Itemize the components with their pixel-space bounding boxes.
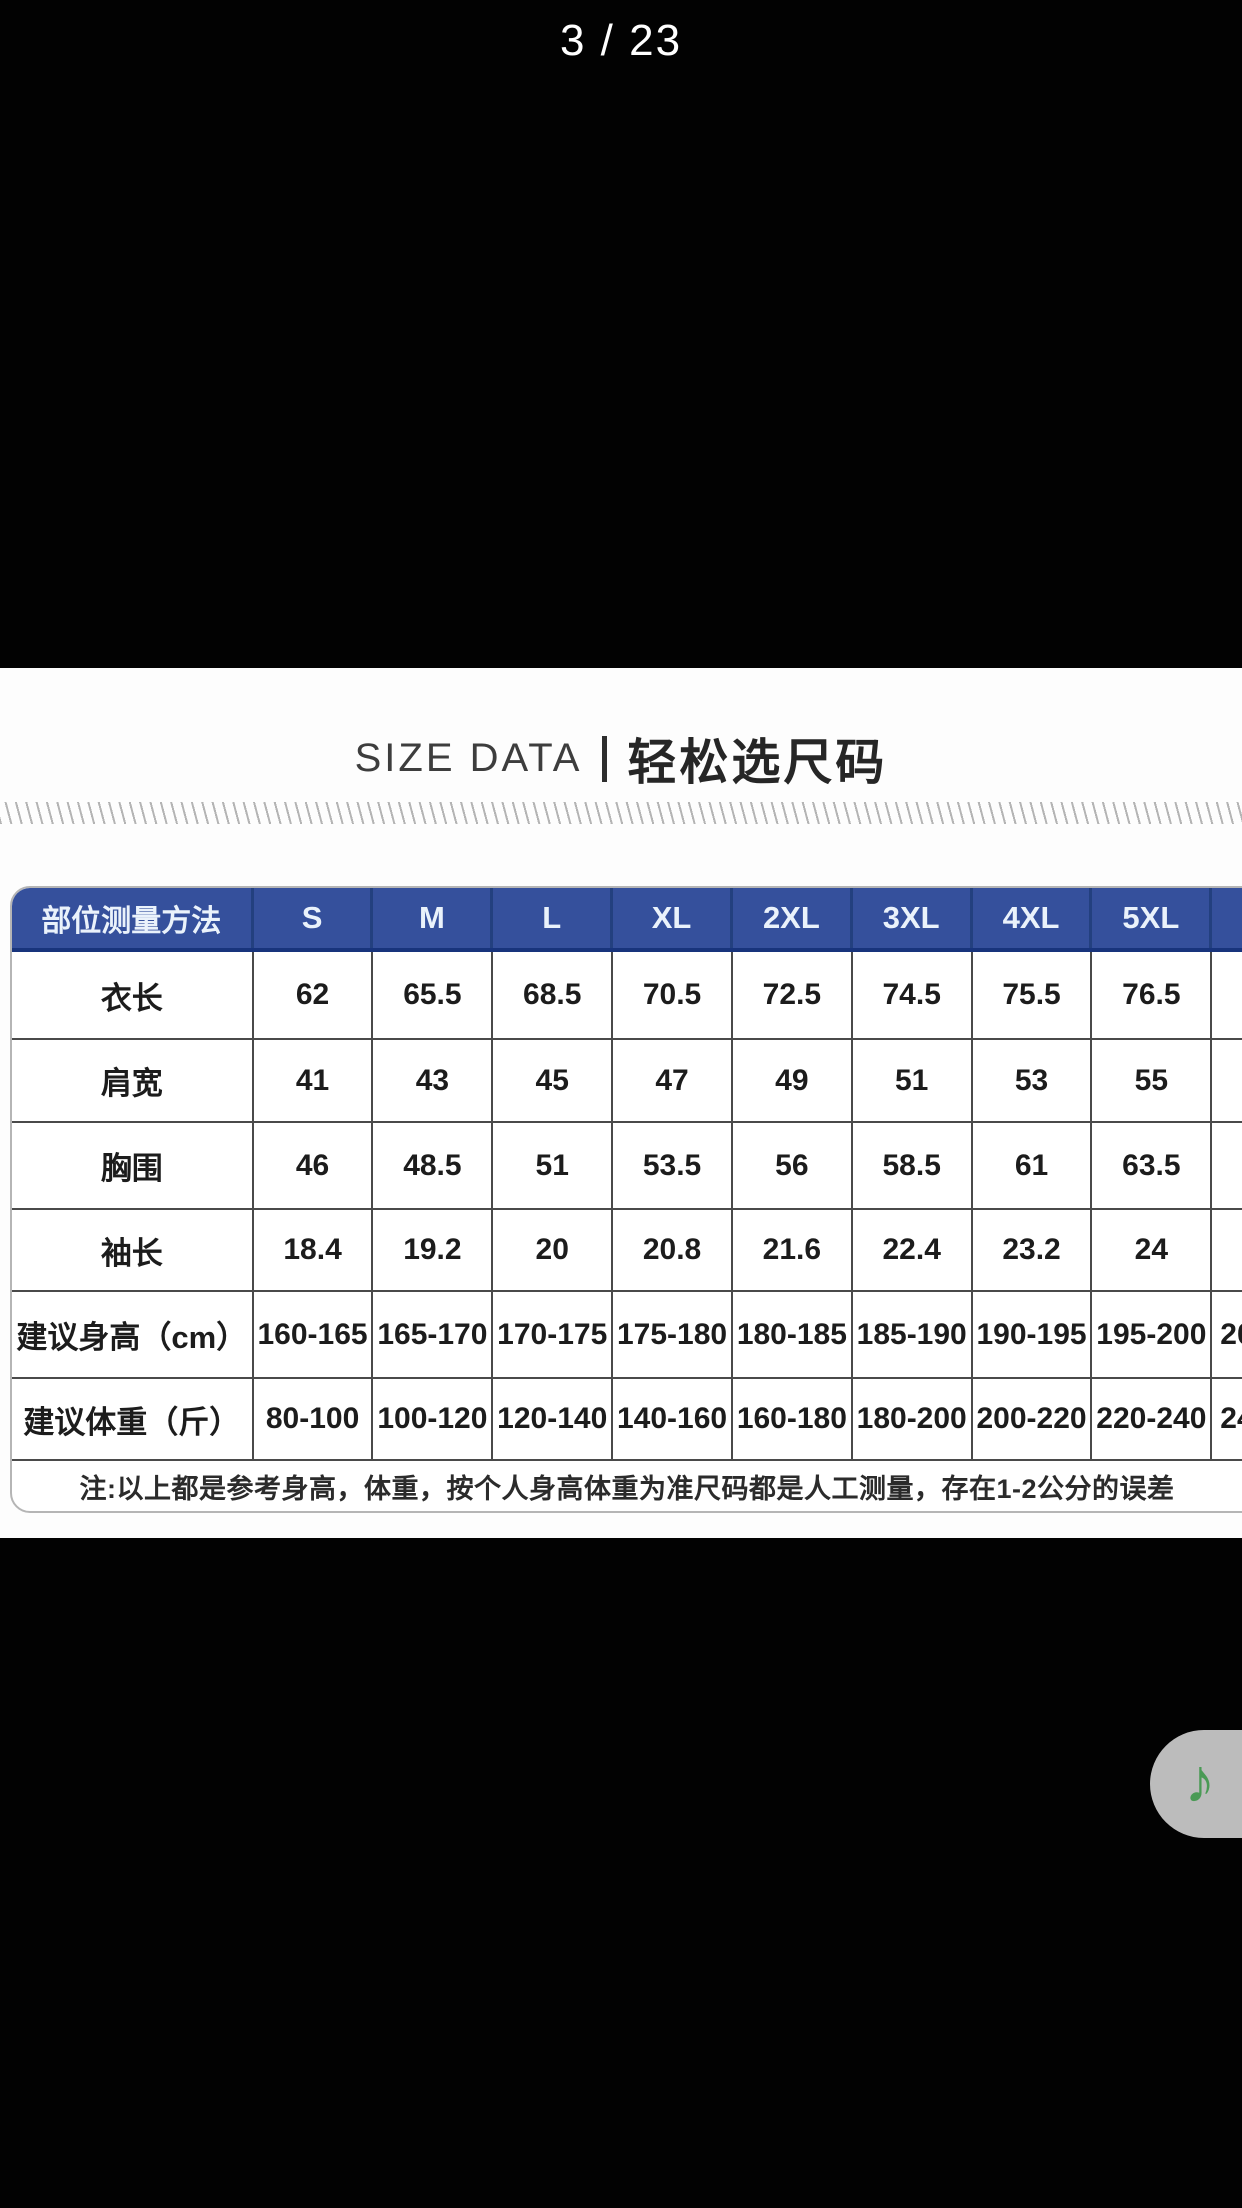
table-cell: 24 bbox=[1092, 1210, 1213, 1290]
table-row: 胸围 46 48.5 51 53.5 56 58.5 61 63.5 bbox=[12, 1123, 1242, 1210]
table-cell: 68.5 bbox=[493, 952, 614, 1038]
table-cell-cutoff bbox=[1212, 1040, 1242, 1121]
header-cell-size: S bbox=[254, 888, 374, 948]
table-note: 注:以上都是参考身高，体重，按个人身高体重为准尺码都是人工测量，存在1-2公分的… bbox=[79, 1473, 1175, 1504]
row-label: 肩宽 bbox=[12, 1040, 254, 1121]
row-label: 胸围 bbox=[12, 1123, 254, 1208]
row-label: 衣长 bbox=[12, 952, 254, 1038]
table-cell: 185-190 bbox=[853, 1292, 973, 1377]
table-row: 肩宽 41 43 45 47 49 51 53 55 bbox=[12, 1040, 1242, 1123]
table-row: 袖长 18.4 19.2 20 20.8 21.6 22.4 23.2 24 bbox=[12, 1210, 1242, 1292]
table-cell: 43 bbox=[373, 1040, 494, 1121]
table-cell: 20.8 bbox=[613, 1210, 733, 1290]
table-cell: 120-140 bbox=[493, 1379, 614, 1459]
header-cell-size: 3XL bbox=[853, 888, 973, 948]
table-row: 建议身高（cm） 160-165 165-170 170-175 175-180… bbox=[12, 1292, 1242, 1379]
table-cell-cutoff bbox=[1212, 952, 1242, 1038]
size-chart-table: 部位测量方法 S M L XL 2XL 3XL 4XL 5XL 衣长 62 65… bbox=[10, 886, 1242, 1513]
table-cell: 22.4 bbox=[853, 1210, 973, 1290]
section-title-en: SIZE DATA bbox=[354, 736, 583, 780]
table-cell: 74.5 bbox=[853, 952, 973, 1038]
table-cell: 76.5 bbox=[1092, 952, 1213, 1038]
table-cell: 80-100 bbox=[254, 1379, 374, 1459]
table-cell: 165-170 bbox=[373, 1292, 494, 1377]
row-label: 袖长 bbox=[12, 1210, 254, 1290]
table-cell: 75.5 bbox=[973, 952, 1093, 1038]
table-cell: 58.5 bbox=[853, 1123, 973, 1208]
music-note-icon: ♪ bbox=[1184, 1747, 1216, 1816]
header-cell-size: L bbox=[493, 888, 614, 948]
table-cell-cutoff bbox=[1212, 1210, 1242, 1290]
table-cell: 21.6 bbox=[733, 1210, 853, 1290]
table-cell: 19.2 bbox=[373, 1210, 494, 1290]
table-cell: 47 bbox=[613, 1040, 733, 1121]
table-cell: 140-160 bbox=[613, 1379, 733, 1459]
hatch-divider bbox=[0, 802, 1242, 824]
table-note-row: 注:以上都是参考身高，体重，按个人身高体重为准尺码都是人工测量，存在1-2公分的… bbox=[12, 1461, 1242, 1511]
table-cell: 170-175 bbox=[493, 1292, 614, 1377]
table-cell: 70.5 bbox=[613, 952, 733, 1038]
table-cell: 49 bbox=[733, 1040, 853, 1121]
section-title-zh: 轻松选尺码 bbox=[627, 736, 888, 790]
table-cell-cutoff: 20 bbox=[1220, 1317, 1242, 1351]
table-cell: 41 bbox=[254, 1040, 374, 1121]
table-cell: 175-180 bbox=[613, 1292, 733, 1377]
bottom-black-area bbox=[0, 1538, 1242, 2208]
header-cell-size: M bbox=[373, 888, 494, 948]
table-cell: 160-180 bbox=[733, 1379, 853, 1459]
header-cell-measure: 部位测量方法 bbox=[12, 888, 254, 948]
table-cell: 53.5 bbox=[613, 1123, 733, 1208]
table-cell-cutoff bbox=[1212, 1123, 1242, 1208]
row-label: 建议身高（cm） bbox=[12, 1292, 254, 1377]
header-cell-cutoff bbox=[1212, 888, 1242, 948]
header-cell-size: 4XL bbox=[973, 888, 1093, 948]
table-cell: 48.5 bbox=[373, 1123, 494, 1208]
section-title: SIZE DATA 轻松选尺码 bbox=[0, 723, 1242, 794]
table-cell: 190-195 bbox=[973, 1292, 1093, 1377]
size-info-panel: SIZE DATA 轻松选尺码 部位测量方法 S M L XL 2XL 3XL … bbox=[0, 668, 1242, 1538]
table-cell: 20 bbox=[493, 1210, 614, 1290]
header-cell-size: XL bbox=[613, 888, 733, 948]
table-cell: 195-200 bbox=[1092, 1292, 1213, 1377]
table-cell: 65.5 bbox=[373, 952, 494, 1038]
table-cell: 18.4 bbox=[254, 1210, 374, 1290]
table-cell: 61 bbox=[973, 1123, 1093, 1208]
table-cell: 51 bbox=[853, 1040, 973, 1121]
table-cell: 46 bbox=[254, 1123, 374, 1208]
table-cell-cutoff: 24 bbox=[1220, 1402, 1242, 1435]
table-cell: 45 bbox=[493, 1040, 614, 1121]
table-cell: 200-220 bbox=[973, 1379, 1093, 1459]
table-cell: 63.5 bbox=[1092, 1123, 1213, 1208]
table-cell: 180-200 bbox=[853, 1379, 973, 1459]
table-header-row: 部位测量方法 S M L XL 2XL 3XL 4XL 5XL bbox=[12, 888, 1242, 952]
header-cell-size: 2XL bbox=[733, 888, 853, 948]
product-image[interactable] bbox=[0, 0, 1242, 668]
row-label: 建议体重（斤） bbox=[12, 1379, 254, 1459]
table-cell: 62 bbox=[254, 952, 374, 1038]
table-cell: 100-120 bbox=[373, 1379, 494, 1459]
header-cell-size: 5XL bbox=[1092, 888, 1213, 948]
table-cell: 53 bbox=[973, 1040, 1093, 1121]
table-cell: 180-185 bbox=[733, 1292, 853, 1377]
table-cell: 160-165 bbox=[254, 1292, 374, 1377]
table-cell: 51 bbox=[493, 1123, 614, 1208]
music-button[interactable]: ♪ bbox=[1150, 1730, 1242, 1838]
table-cell: 72.5 bbox=[733, 952, 853, 1038]
title-divider-bar bbox=[602, 735, 608, 782]
table-row: 衣长 62 65.5 68.5 70.5 72.5 74.5 75.5 76.5 bbox=[12, 952, 1242, 1040]
table-cell: 56 bbox=[733, 1123, 853, 1208]
table-cell: 23.2 bbox=[973, 1210, 1093, 1290]
table-cell: 220-240 bbox=[1092, 1379, 1213, 1459]
carousel-page-indicator: 3 / 23 bbox=[559, 16, 683, 65]
table-row: 建议体重（斤） 80-100 100-120 120-140 140-160 1… bbox=[12, 1379, 1242, 1461]
table-cell: 55 bbox=[1092, 1040, 1213, 1121]
